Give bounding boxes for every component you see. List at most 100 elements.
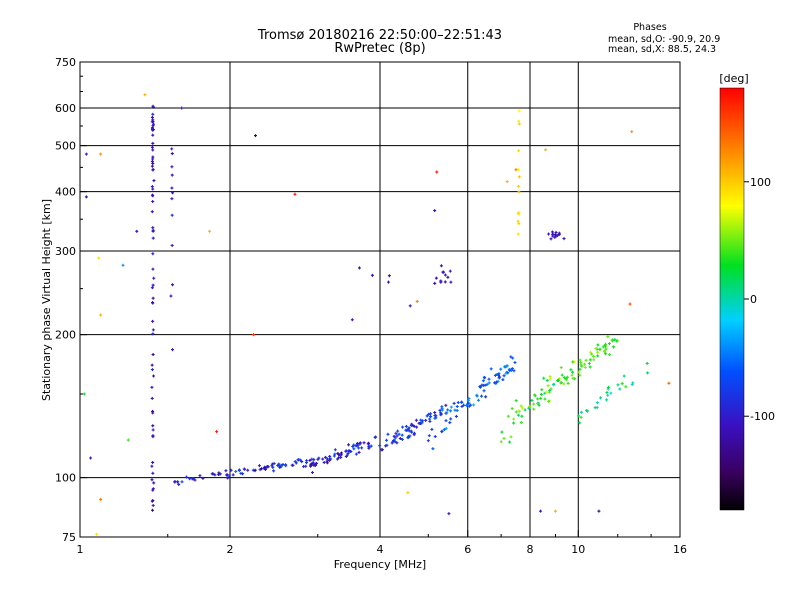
data-point	[431, 447, 435, 451]
y-tick-label: 100	[55, 472, 76, 485]
data-point	[150, 145, 154, 149]
data-point	[578, 367, 582, 371]
data-point	[630, 382, 634, 386]
data-point	[566, 381, 570, 385]
data-point	[344, 449, 348, 453]
data-point	[605, 398, 609, 402]
data-point	[606, 387, 610, 391]
data-point	[519, 404, 523, 408]
data-point	[426, 439, 430, 443]
data-point	[448, 421, 452, 425]
data-point	[400, 433, 404, 437]
data-point	[445, 411, 449, 415]
data-point	[528, 404, 532, 408]
data-point	[321, 457, 325, 461]
data-point	[350, 318, 354, 322]
x-tick-label: 16	[673, 543, 687, 556]
data-point	[151, 157, 155, 161]
data-point	[512, 421, 516, 425]
data-point	[516, 413, 520, 417]
data-point	[151, 409, 155, 413]
y-tick-label: 300	[55, 245, 76, 258]
data-point	[151, 267, 155, 271]
y-tick-label: 75	[62, 531, 76, 544]
data-point	[150, 210, 154, 214]
data-point	[467, 401, 471, 405]
data-point	[592, 354, 596, 358]
data-point	[583, 365, 587, 369]
data-point	[611, 345, 615, 349]
data-point	[394, 431, 398, 435]
data-point	[449, 409, 453, 413]
data-point	[151, 301, 155, 305]
data-point	[151, 296, 155, 300]
data-point	[272, 469, 276, 473]
data-point	[667, 381, 671, 385]
data-point	[227, 474, 231, 478]
data-point	[553, 509, 557, 513]
data-point	[151, 148, 155, 152]
data-point	[406, 491, 410, 495]
data-point	[520, 414, 524, 418]
data-point	[135, 229, 139, 233]
data-point	[449, 405, 453, 409]
data-point	[537, 403, 541, 407]
data-point	[578, 373, 582, 377]
data-point	[580, 364, 584, 368]
data-point	[557, 233, 561, 237]
data-point	[452, 401, 456, 405]
data-point	[234, 470, 238, 474]
data-point	[354, 452, 358, 456]
data-point	[509, 435, 513, 439]
data-point	[480, 383, 484, 387]
data-point	[583, 362, 587, 366]
data-point	[433, 411, 437, 415]
data-point	[151, 435, 155, 439]
data-point	[152, 374, 156, 378]
data-point	[170, 197, 174, 201]
data-point	[592, 358, 596, 362]
data-point	[151, 353, 155, 357]
data-point	[150, 368, 154, 372]
data-point	[540, 388, 544, 392]
data-point	[325, 457, 329, 461]
data-point	[472, 403, 476, 407]
grid-lines	[80, 62, 680, 537]
data-point	[645, 361, 649, 365]
data-point	[620, 382, 624, 386]
data-point	[323, 455, 327, 459]
data-point	[410, 430, 414, 434]
data-point	[386, 432, 390, 436]
x-tick-label: 2	[227, 543, 234, 556]
data-point	[585, 408, 589, 412]
data-point	[384, 444, 388, 448]
data-point	[448, 269, 452, 273]
chart-title: Tromsø 20180216 22:50:00–22:51:43	[257, 28, 502, 43]
data-point	[357, 266, 361, 270]
data-point	[533, 393, 537, 397]
data-point	[579, 415, 583, 419]
data-point	[356, 443, 360, 447]
data-point	[543, 397, 547, 401]
data-point	[493, 373, 497, 377]
data-point	[151, 226, 155, 230]
data-point	[565, 375, 569, 379]
data-point	[589, 350, 593, 354]
data-point	[151, 424, 155, 428]
data-point	[151, 120, 155, 124]
data-point	[246, 468, 250, 472]
data-point	[150, 164, 154, 168]
data-point	[608, 353, 612, 357]
data-point	[517, 175, 521, 179]
data-point	[502, 436, 506, 440]
data-point	[386, 280, 390, 284]
data-point	[557, 377, 561, 381]
data-point	[151, 229, 155, 233]
data-point	[547, 232, 551, 236]
data-point	[517, 119, 521, 123]
data-point	[487, 381, 491, 385]
data-point	[611, 338, 615, 342]
data-point	[502, 374, 506, 378]
data-point	[312, 463, 316, 467]
data-point	[514, 168, 518, 172]
